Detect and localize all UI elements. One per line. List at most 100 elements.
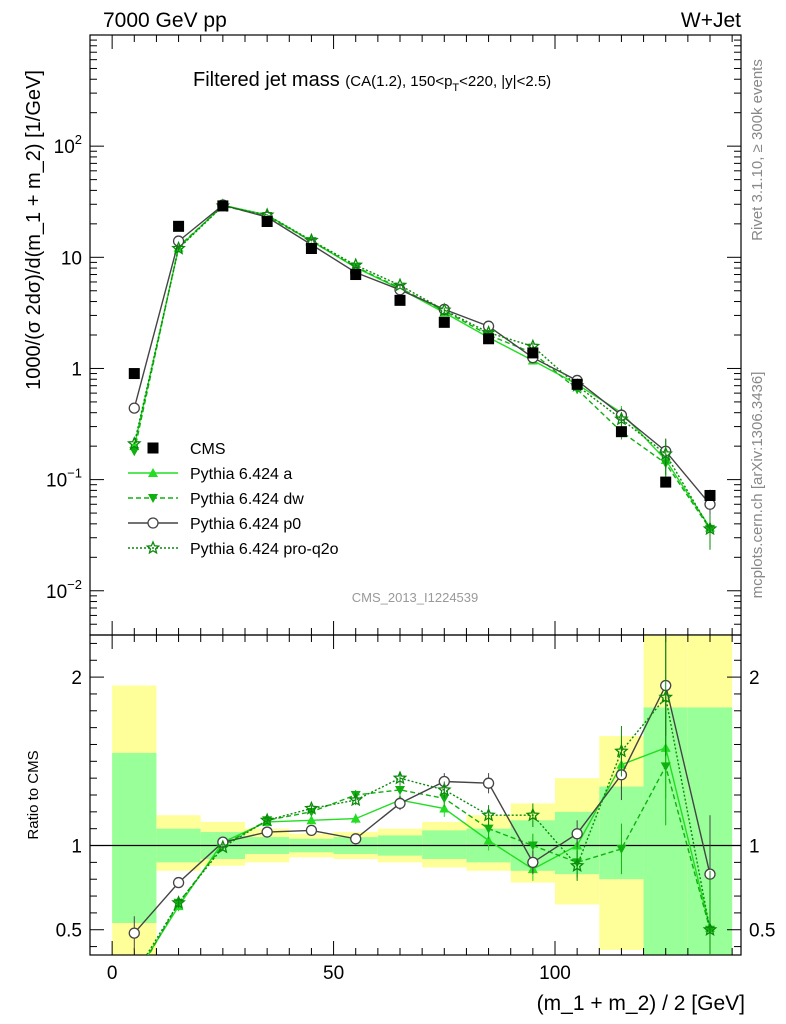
ratio-point [215, 839, 231, 854]
ratio-point [527, 841, 538, 851]
series-point [658, 446, 674, 461]
series-line-2 [133, 204, 711, 505]
y-tick-label: 10−1 [46, 466, 82, 492]
legend-label-3: Pythia 6.424 pro-q2o [190, 541, 339, 558]
legend-marker-data [147, 442, 159, 454]
series-point [702, 521, 718, 536]
rivet-version-label: Rivet 3.1.10, ≥ 300k events [749, 59, 766, 241]
ratio-tick-label: 1 [71, 837, 82, 858]
data-point [527, 347, 539, 359]
main-ylabel: 1000/(σ 2dσ)/d(m_1 + m_2) [1/GeV] [23, 70, 45, 390]
ratio-point [439, 803, 450, 813]
ratio-point [129, 976, 139, 985]
ratio-series-group [128, 635, 718, 985]
ratio-point [660, 762, 671, 772]
analysis-id: CMS_2013_I1224539 [352, 590, 479, 605]
series-point [128, 402, 140, 414]
ratio-point [392, 770, 408, 785]
ratio-series [128, 635, 718, 985]
ratio-tick-label: 2 [71, 668, 82, 689]
chart-title-sub-end: <220, |y|<2.5) [459, 73, 551, 90]
series-point [129, 447, 140, 457]
series-point [171, 240, 186, 255]
x-tick-label: 0 [107, 963, 118, 984]
data-point [483, 333, 495, 345]
ratio-ylabel: Ratio to CMS [25, 750, 42, 839]
legend-marker-3 [145, 540, 161, 555]
y-tick-label: 102 [54, 132, 82, 158]
ratio-band-inner [422, 830, 467, 859]
ratio-point [350, 813, 361, 823]
ratio-point [569, 858, 585, 872]
chart-title-sub: (CA(1.2), 150<p [345, 73, 452, 90]
ratio-tick-label: 0.5 [56, 921, 82, 942]
data-point [704, 489, 716, 501]
series-point [392, 277, 408, 292]
ratio-point [525, 807, 541, 822]
series-point [436, 302, 452, 317]
data-point [128, 368, 140, 380]
series-point [348, 257, 364, 272]
header-left: 7000 GeV pp [103, 9, 227, 32]
ratio-line-1 [147, 764, 711, 955]
ratio-point [128, 927, 140, 939]
ratio-point [129, 972, 139, 981]
ratio-line-2 [133, 683, 711, 934]
ratio-point [172, 876, 185, 889]
data-point [438, 316, 450, 328]
x-axis-label: (m_1 + m_2) / 2 [GeV] [537, 992, 745, 1015]
legend-label-data: CMS [190, 441, 226, 458]
x-tick-label: 100 [539, 963, 571, 984]
ratio-point [129, 969, 140, 980]
ratio-point [483, 824, 494, 834]
ratio-line-3 [145, 695, 711, 955]
source-label: mcplots.cern.ch [arXiv:1306.3436] [749, 372, 766, 599]
ratio-point [305, 824, 318, 837]
legend-label-1: Pythia 6.424 dw [190, 491, 304, 508]
ratio-panel [112, 635, 733, 955]
main-series [126, 198, 718, 550]
ratio-point [439, 794, 450, 804]
main-frame [89, 34, 742, 636]
chart-title: Filtered jet mass (CA(1.2), 150<pT<220, … [193, 69, 551, 94]
ratio-point [527, 856, 539, 869]
ratio-point [616, 844, 627, 854]
ratio-line-0 [147, 746, 711, 955]
data-point [394, 294, 406, 306]
ratio-point [259, 812, 275, 827]
ratio-point [306, 815, 317, 825]
legend: CMS Pythia 6.424 a Pythia 6.424 dw Pythia 6… [128, 441, 339, 558]
ratio-point [436, 782, 452, 797]
y-tick-label: 1 [71, 359, 82, 380]
legend-marker-2 [147, 517, 159, 529]
ratio-point [350, 833, 362, 845]
data-point [571, 378, 583, 390]
y-tick-label: 10 [61, 248, 82, 269]
ratio-point [571, 828, 583, 840]
ratio-point [658, 689, 674, 704]
ratio-tick-label-right: 2 [749, 668, 760, 689]
data-point [615, 426, 627, 438]
x-tick-label: 50 [323, 963, 344, 984]
ratio-axes: 0 50 100 0.5 0.5 1 1 2 2 [56, 634, 775, 984]
ratio-tick-label-right: 1 [749, 837, 760, 858]
ratio-point [702, 922, 718, 936]
ratio-point [614, 743, 629, 758]
ratio-band-inner [112, 752, 157, 923]
ratio-point [395, 785, 405, 795]
chart-title-main: Filtered jet mass [193, 69, 340, 91]
ratio-point [171, 895, 186, 910]
data-point [261, 215, 273, 227]
series-line-3 [133, 205, 711, 530]
chart-title-subscript: T [452, 82, 459, 94]
data-point [217, 200, 229, 212]
series-point [126, 436, 142, 451]
main-axes: 10−2 10−1 1 10 102 [46, 34, 742, 636]
data-point [350, 269, 362, 281]
ratio-point [348, 792, 364, 807]
ratio-point [261, 826, 273, 838]
ratio-point [483, 835, 494, 845]
header-right: W+Jet [681, 9, 741, 32]
ratio-tick-label-right: 0.5 [749, 921, 775, 942]
